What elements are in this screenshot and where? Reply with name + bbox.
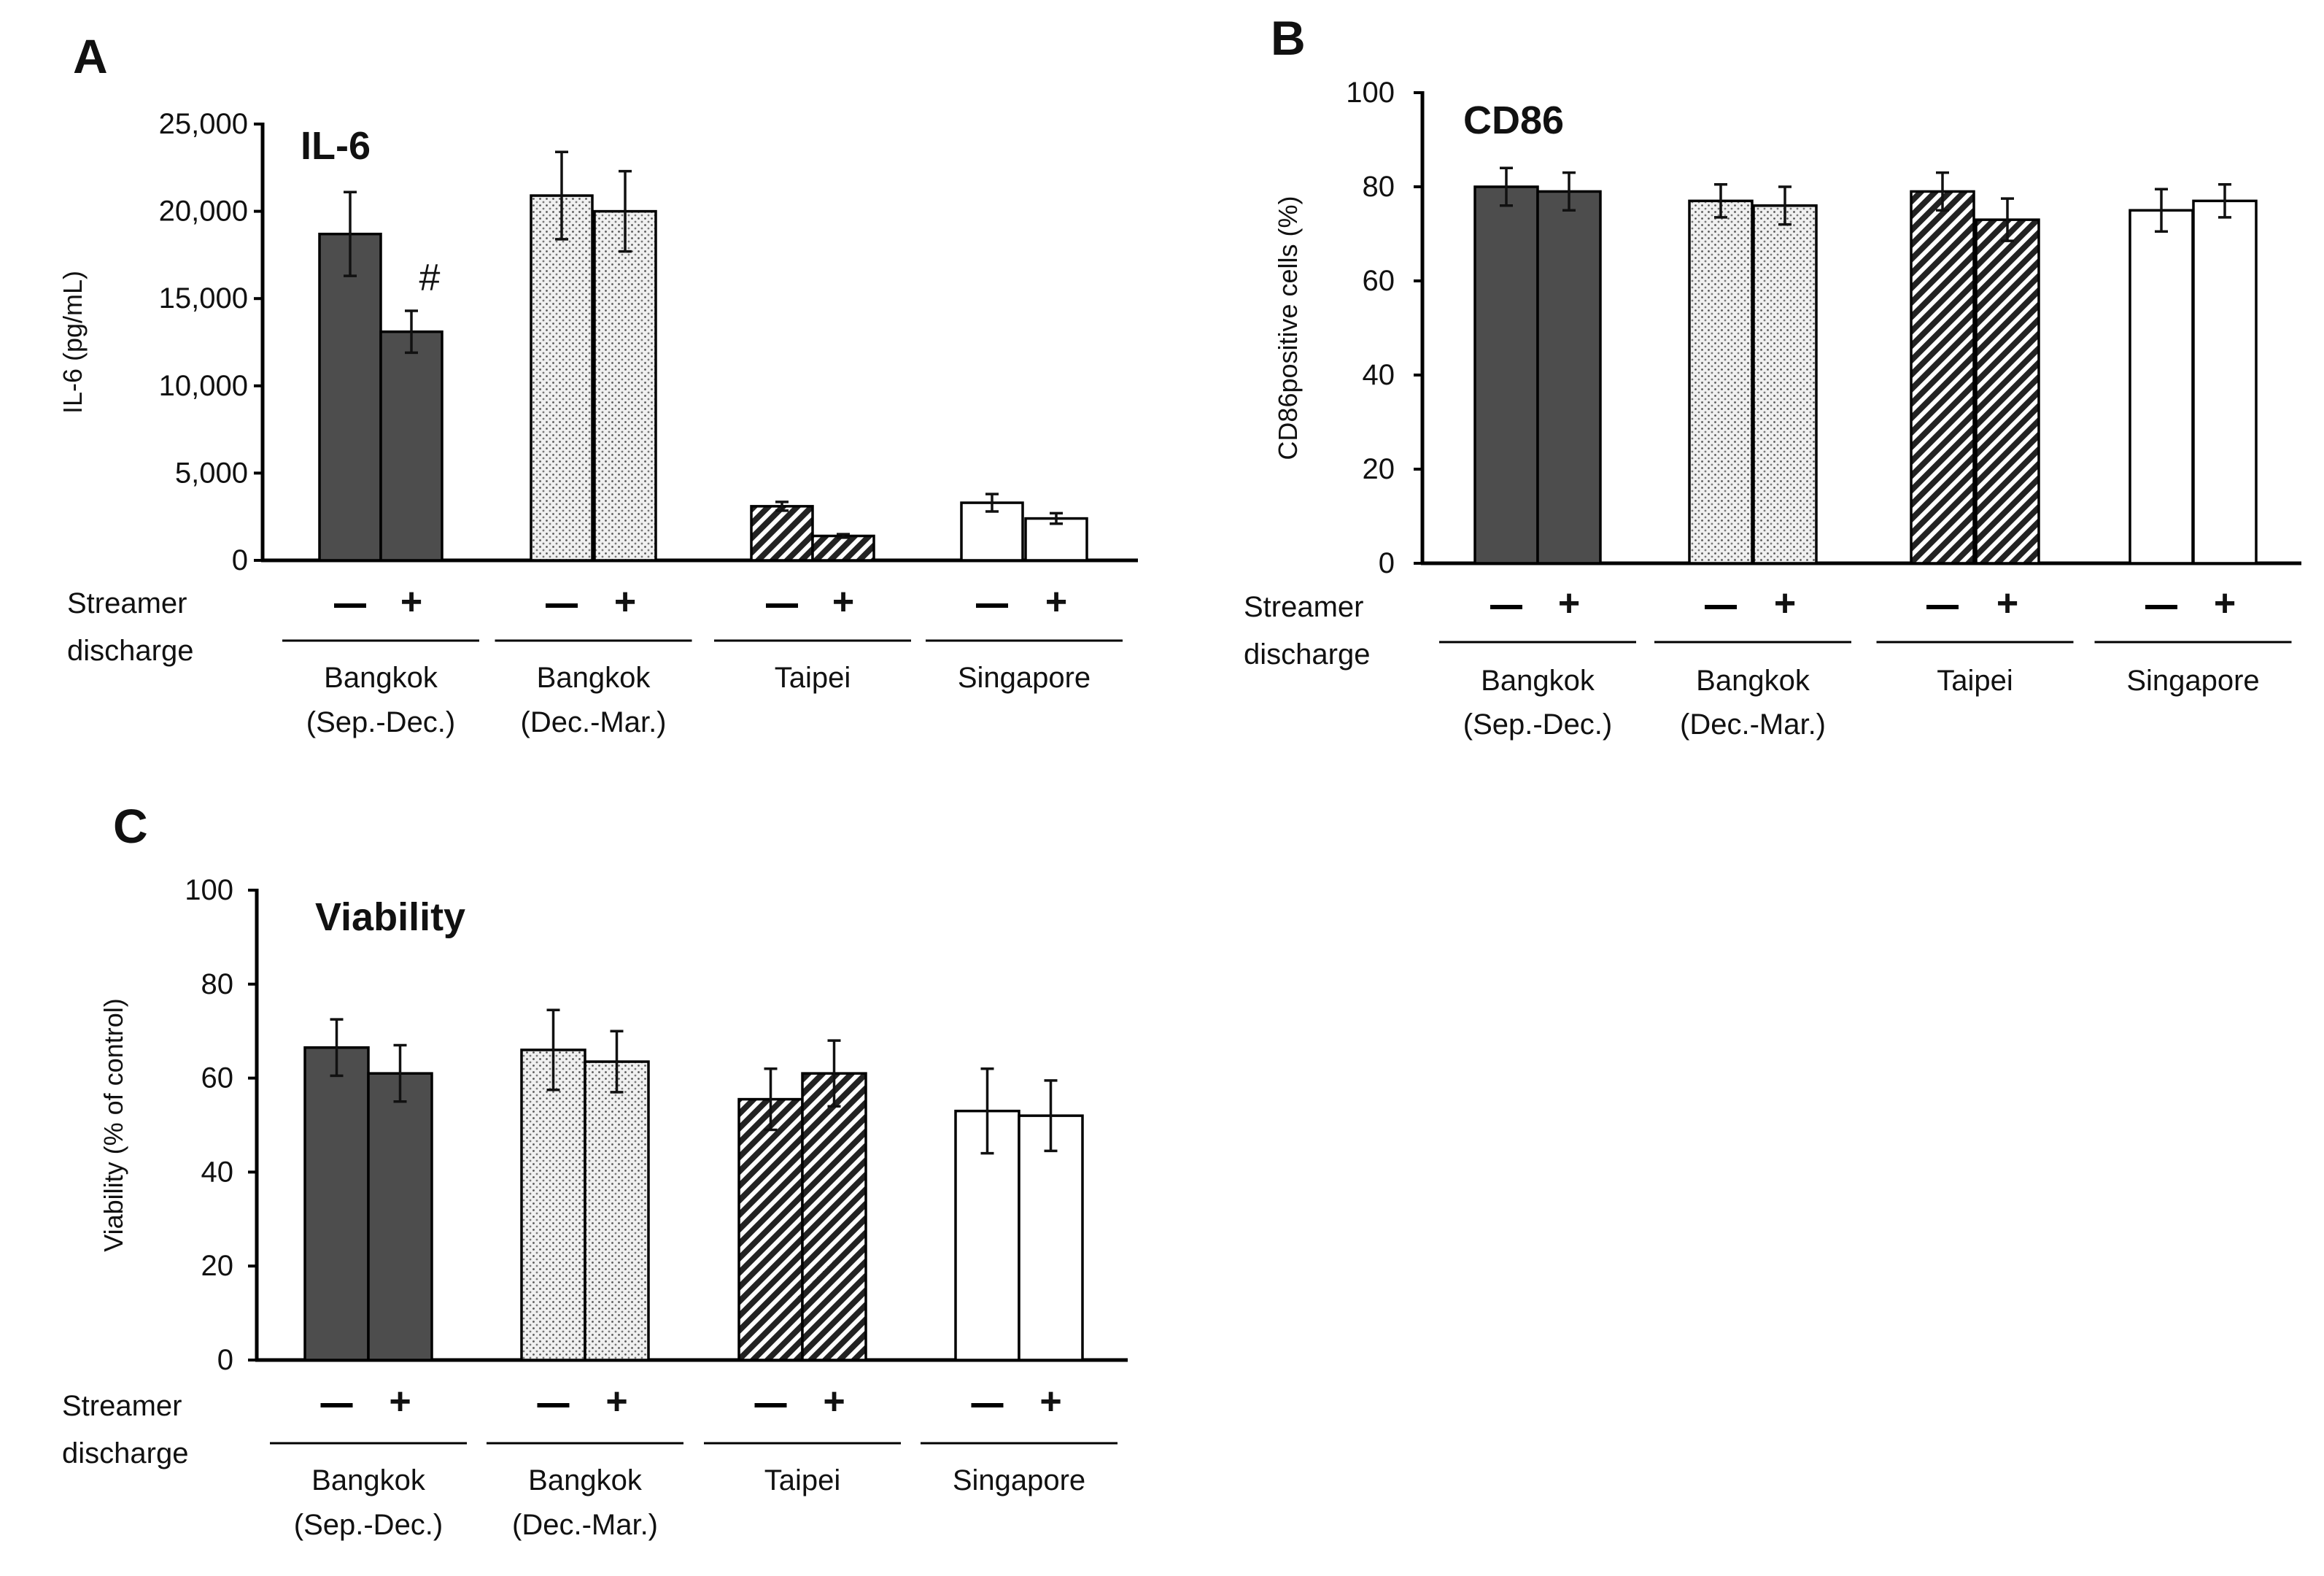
bar-minus <box>750 505 814 562</box>
treatment-plus-label: + <box>1774 582 1796 625</box>
y-tick-label: 40 <box>201 1156 234 1188</box>
row-label: discharge <box>67 635 193 667</box>
row-label: discharge <box>1244 638 1370 671</box>
y-tick-label: 20 <box>201 1250 234 1282</box>
bar-plus <box>801 1072 867 1361</box>
y-tick-label: 0 <box>217 1344 233 1376</box>
group-label: Bangkok <box>537 662 651 694</box>
bar-plus <box>1536 190 1602 565</box>
treatment-plus-label: + <box>1558 582 1580 625</box>
panel-letter: A <box>73 29 108 83</box>
y-axis-label: IL-6 (pg/mL) <box>58 271 88 414</box>
significance-marker: # <box>419 257 441 299</box>
y-tick-label: 20,000 <box>159 196 248 228</box>
chart-title: Viability <box>315 895 465 939</box>
group-label: (Dec.-Mar.) <box>521 706 667 738</box>
group-label: Taipei <box>1937 665 2013 697</box>
treatment-plus-label: + <box>605 1380 627 1423</box>
bar-minus <box>2129 209 2194 565</box>
y-tick-label: 20 <box>1363 453 1395 485</box>
y-tick-label: 0 <box>1379 547 1395 579</box>
panel-b: B CD86 CD86positive cells (%) 0 20 40 60 80 100 +… <box>1244 11 2301 741</box>
bar-plus <box>1018 1114 1084 1361</box>
panel-letter: C <box>113 799 148 853</box>
bar-plus <box>811 534 875 562</box>
bar-plus <box>367 1072 433 1361</box>
row-label: Streamer <box>67 587 187 619</box>
y-tick-label: 0 <box>232 544 248 576</box>
group-label: (Sep.-Dec.) <box>1463 708 1613 741</box>
bar-minus <box>737 1097 804 1361</box>
group-label: Bangkok <box>324 662 438 694</box>
bar-plus <box>2192 199 2258 565</box>
y-tick-label: 60 <box>201 1062 234 1094</box>
group-label: (Sep.-Dec.) <box>306 706 456 738</box>
treatment-plus-label: + <box>389 1380 411 1423</box>
group-label: Bangkok <box>1696 665 1810 697</box>
bar-minus <box>1473 185 1539 565</box>
y-axis-label: CD86positive cells (%) <box>1273 196 1303 460</box>
bar-minus <box>318 232 382 562</box>
group-label: Taipei <box>775 662 851 694</box>
panel-c: C Viability Viability (% of control) 0 20 40 6… <box>62 799 1128 1541</box>
treatment-plus-label: + <box>2214 582 2236 625</box>
y-tick-label: 100 <box>1346 77 1395 109</box>
treatment-plus-label: + <box>1996 582 2018 625</box>
group-label: (Dec.-Mar.) <box>1680 708 1826 741</box>
y-tick-label: 100 <box>185 874 233 906</box>
bar-plus <box>593 209 657 562</box>
bar-plus <box>1752 204 1818 565</box>
bar-minus <box>303 1046 370 1361</box>
group-label: Singapore <box>958 662 1091 694</box>
bar-minus <box>520 1048 586 1361</box>
row-label: Streamer <box>62 1390 182 1422</box>
y-tick-label: 80 <box>201 968 234 1000</box>
group-label: Singapore <box>953 1464 1085 1496</box>
bar-minus <box>530 194 594 562</box>
treatment-plus-label: + <box>832 581 854 623</box>
y-tick-label: 80 <box>1363 171 1395 203</box>
row-label: discharge <box>62 1437 188 1469</box>
panel-a: A IL-6 IL-6 (pg/mL) 0 5,000 10,000 15,000 20,00… <box>58 29 1138 738</box>
bar-plus <box>1975 218 2040 565</box>
treatment-plus-label: + <box>823 1380 845 1423</box>
bar-minus <box>1688 199 1754 565</box>
group-label: Taipei <box>764 1464 841 1496</box>
group-label: Singapore <box>2126 665 2259 697</box>
y-tick-label: 40 <box>1363 359 1395 391</box>
group-label: (Sep.-Dec.) <box>294 1509 444 1541</box>
treatment-plus-label: + <box>400 581 422 623</box>
group-label: Bangkok <box>528 1464 643 1496</box>
chart-title: CD86 <box>1463 98 1564 142</box>
group-label: Bangkok <box>1481 665 1595 697</box>
y-tick-label: 25,000 <box>159 108 248 140</box>
y-tick-label: 60 <box>1363 265 1395 297</box>
bar-plus <box>584 1060 650 1361</box>
bar-plus <box>1024 517 1088 562</box>
y-tick-label: 15,000 <box>159 282 248 314</box>
y-axis-label: Viability (% of control) <box>98 998 128 1251</box>
treatment-plus-label: + <box>1045 581 1067 623</box>
panel-letter: B <box>1271 11 1306 65</box>
bar-minus <box>1910 190 1975 565</box>
group-label: Bangkok <box>311 1464 426 1496</box>
group-label: (Dec.-Mar.) <box>512 1509 658 1541</box>
y-tick-label: 5,000 <box>175 457 248 489</box>
chart-title: IL-6 <box>301 124 371 168</box>
treatment-plus-label: + <box>614 581 636 623</box>
y-tick-label: 10,000 <box>159 370 248 402</box>
bar-plus <box>379 330 444 562</box>
treatment-plus-label: + <box>1039 1380 1061 1423</box>
row-label: Streamer <box>1244 591 1364 623</box>
